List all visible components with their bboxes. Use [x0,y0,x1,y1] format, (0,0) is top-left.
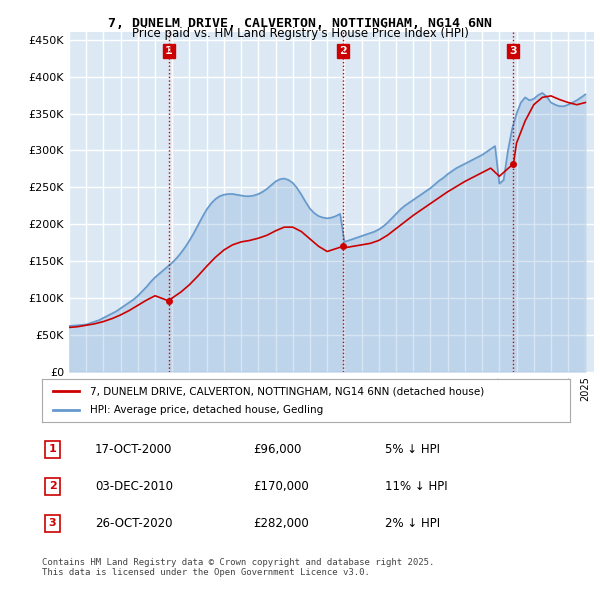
Text: 3: 3 [49,519,56,529]
Text: 5% ↓ HPI: 5% ↓ HPI [385,443,440,456]
Text: 7, DUNELM DRIVE, CALVERTON, NOTTINGHAM, NG14 6NN: 7, DUNELM DRIVE, CALVERTON, NOTTINGHAM, … [108,17,492,30]
Text: 2: 2 [339,46,347,56]
Text: 2: 2 [49,481,56,491]
Text: Contains HM Land Registry data © Crown copyright and database right 2025.
This d: Contains HM Land Registry data © Crown c… [42,558,434,577]
Text: £170,000: £170,000 [253,480,309,493]
Text: £96,000: £96,000 [253,443,302,456]
Text: 7, DUNELM DRIVE, CALVERTON, NOTTINGHAM, NG14 6NN (detached house): 7, DUNELM DRIVE, CALVERTON, NOTTINGHAM, … [89,386,484,396]
Text: 1: 1 [49,444,56,454]
Text: 11% ↓ HPI: 11% ↓ HPI [385,480,448,493]
Text: HPI: Average price, detached house, Gedling: HPI: Average price, detached house, Gedl… [89,405,323,415]
Text: 17-OCT-2000: 17-OCT-2000 [95,443,172,456]
Text: 26-OCT-2020: 26-OCT-2020 [95,517,172,530]
Text: 2% ↓ HPI: 2% ↓ HPI [385,517,440,530]
Text: £282,000: £282,000 [253,517,309,530]
Text: Price paid vs. HM Land Registry's House Price Index (HPI): Price paid vs. HM Land Registry's House … [131,27,469,40]
Text: 03-DEC-2010: 03-DEC-2010 [95,480,173,493]
Text: 3: 3 [509,46,517,56]
Text: 1: 1 [165,46,173,56]
